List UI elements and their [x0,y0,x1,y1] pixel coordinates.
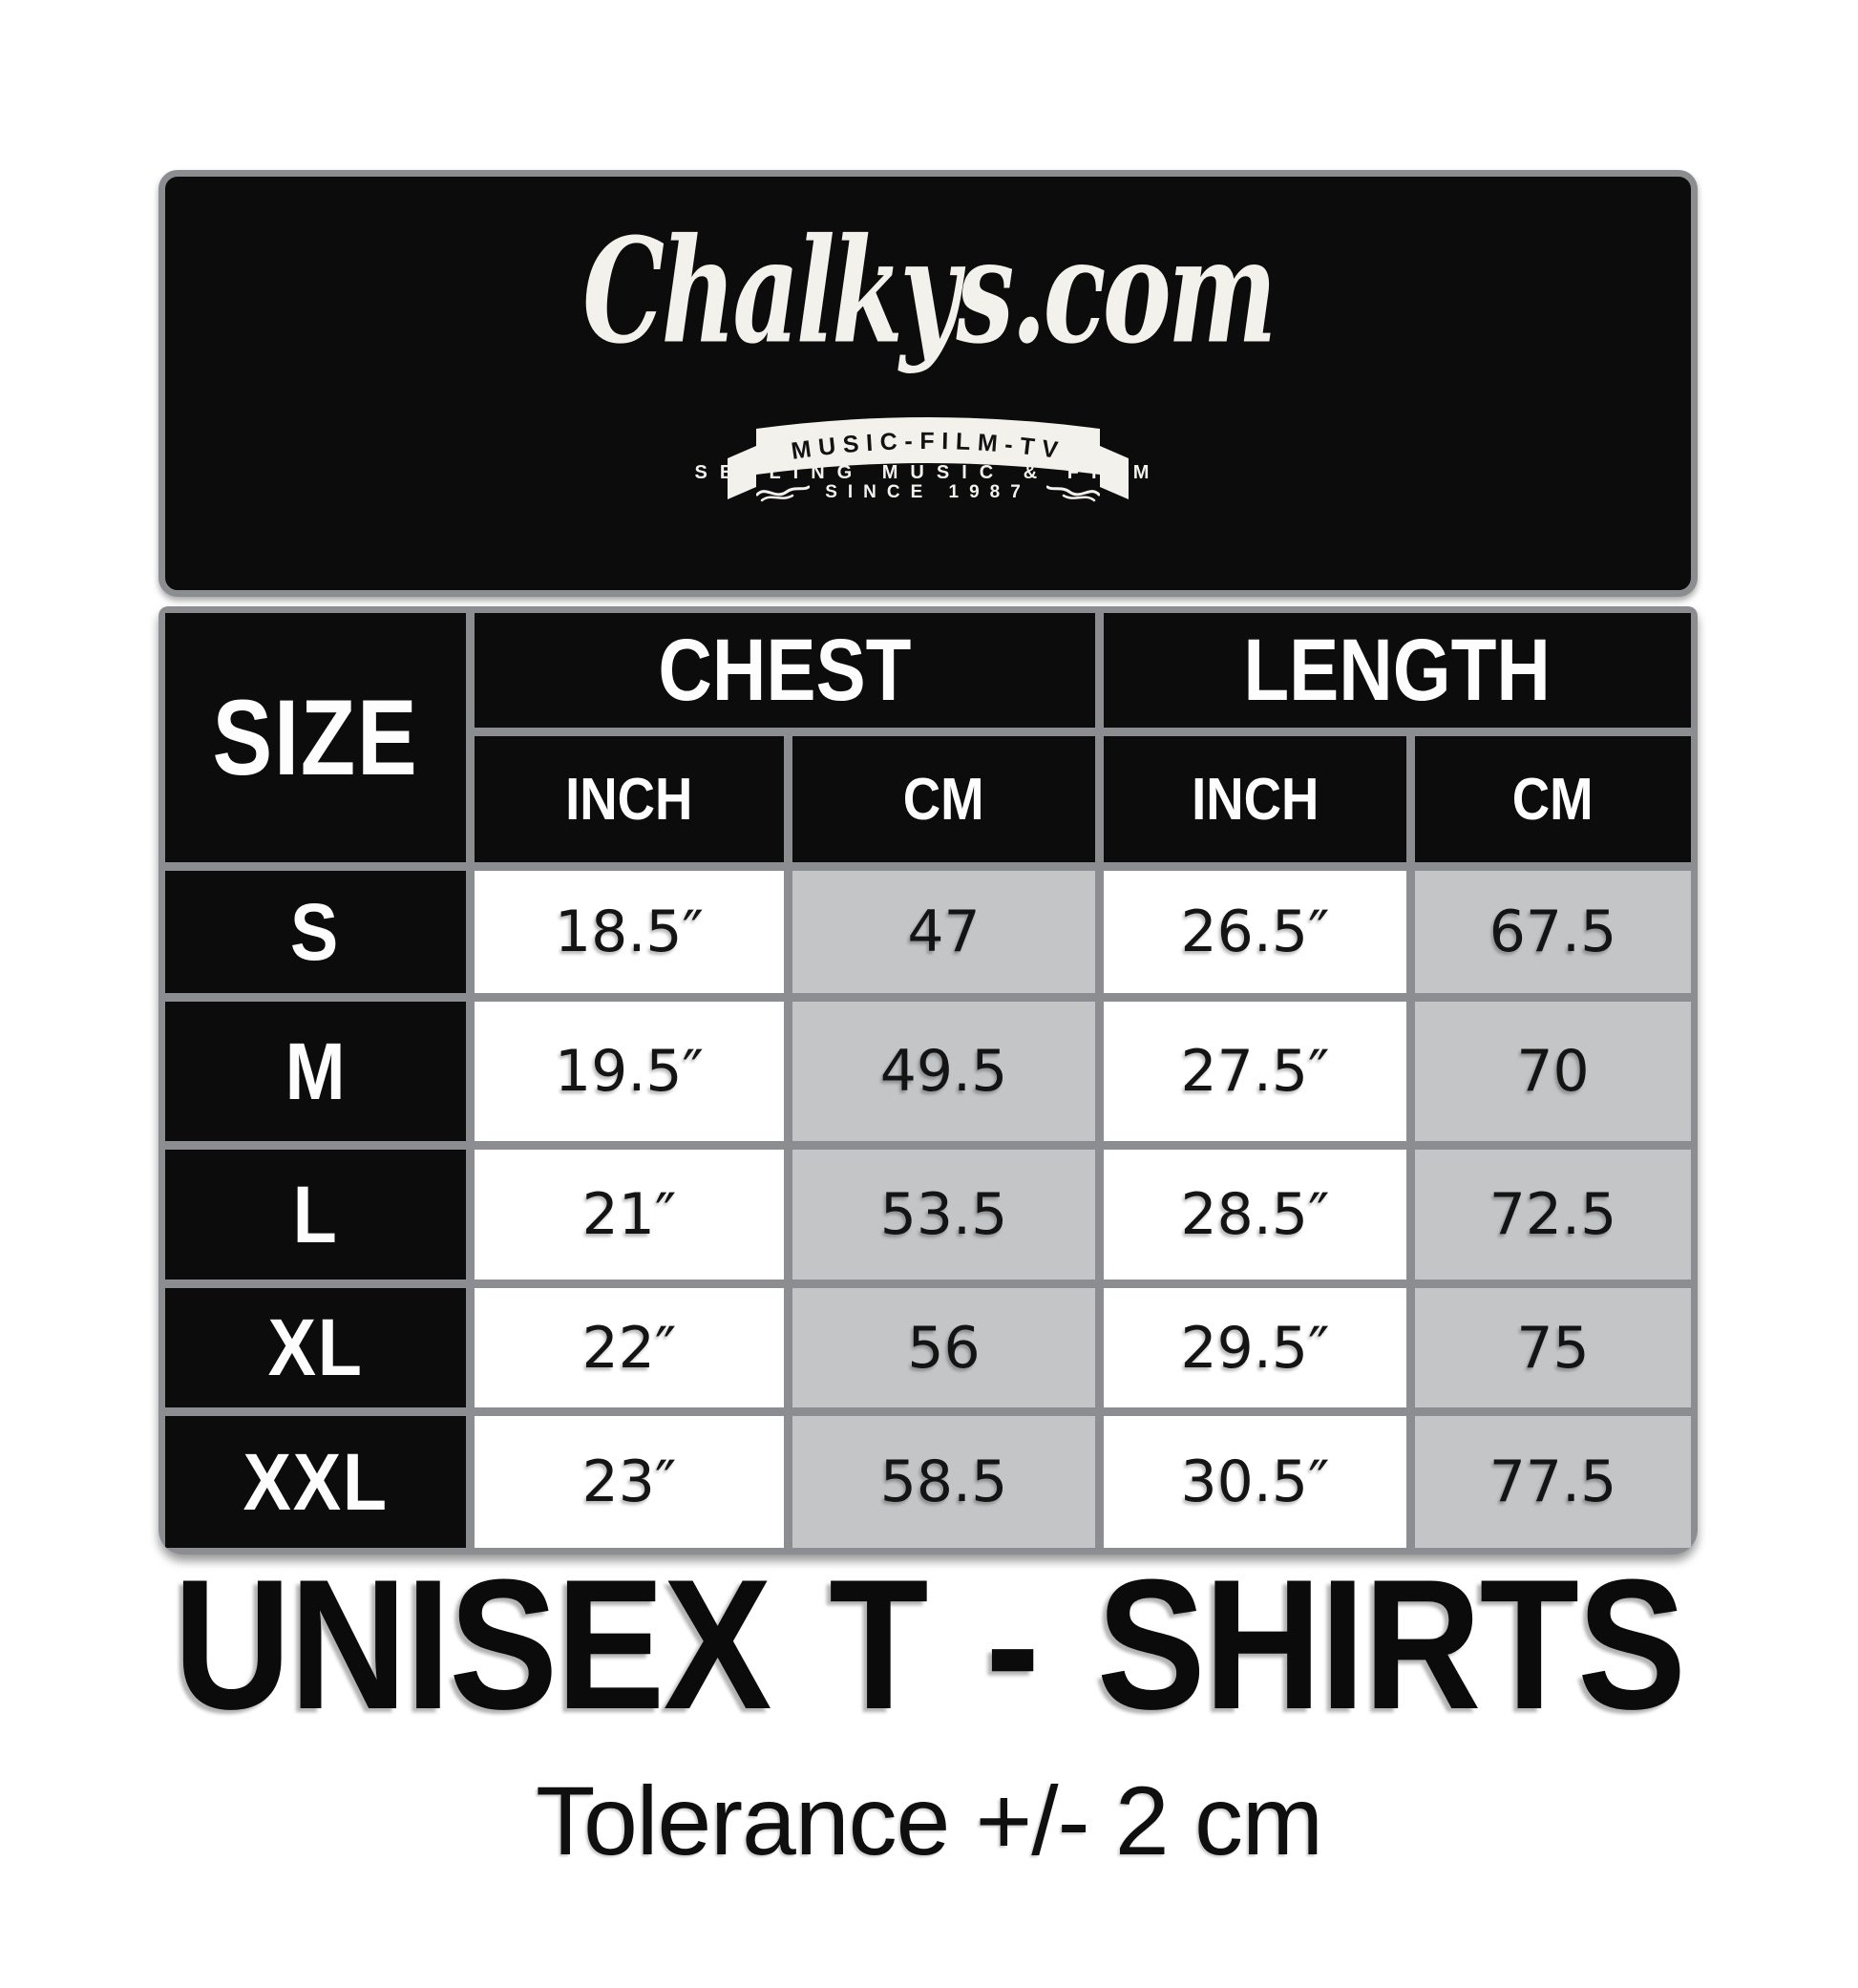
table-cell: 30.5″ [1104,1416,1406,1548]
chest-inch-value: 19.5″ [554,1038,704,1105]
chest-group-header-cell: CHEST [475,613,1095,728]
size-label: XL [267,1302,364,1392]
table-cell: 56 [792,1288,1095,1407]
chest-cm-value: 56 [907,1314,981,1382]
length-inch-value: 30.5″ [1180,1449,1330,1515]
size-label: XXL [243,1436,389,1527]
flourish-right-icon [1045,485,1100,502]
ribbon-tail-right-icon [1100,446,1129,499]
table-cell: 29.5″ [1104,1288,1406,1407]
table-cell: 67.5 [1415,871,1691,993]
size-table: SIZE CHEST LENGTH INCH CM INCH CM S 18.5… [158,606,1698,1554]
size-label: S [290,886,341,977]
table-row-size-cell: M [165,1002,466,1141]
table-cell: 18.5″ [475,871,784,993]
chest-cm-header-cell: CM [792,736,1095,862]
tolerance-note: Tolerance +/- 2 cm [536,1766,1323,1875]
flourish-left-icon [756,485,811,502]
length-group-header-cell: LENGTH [1104,613,1691,728]
length-inch-value: 29.5″ [1180,1314,1330,1382]
chest-cm-value: 58.5 [879,1449,1008,1515]
length-cm-value: 77.5 [1489,1449,1617,1515]
chest-inch-value: 18.5″ [554,899,704,965]
logo-banner: Chalkys.com MUSIC-FILM-TV SELLING MUSIC … [158,170,1698,597]
brand-logo: Chalkys.com [582,205,1277,376]
page-title: UNISEX T - SHIRTS [173,1541,1686,1748]
length-cm-value: 75 [1516,1314,1590,1382]
chest-header-label: CHEST [658,621,912,719]
length-inch-value: 26.5″ [1180,899,1330,965]
length-inch-header-cell: INCH [1104,736,1406,862]
table-cell: 75 [1415,1288,1691,1407]
table-cell: 19.5″ [475,1002,784,1141]
length-cm-header-label: CM [1512,766,1594,833]
size-header-label: SIZE [212,678,419,797]
chest-inch-value: 21″ [581,1181,677,1248]
ribbon-band-icon [756,417,1100,475]
length-cm-value: 72.5 [1489,1181,1617,1248]
length-cm-header-cell: CM [1415,736,1691,862]
since-text: SINCE 1987 [825,482,1031,502]
length-inch-value: 28.5″ [1180,1181,1330,1248]
table-cell: 27.5″ [1104,1002,1406,1141]
chest-cm-header-label: CM [903,766,984,833]
chest-cm-value: 49.5 [879,1038,1008,1105]
ribbon-banner: MUSIC-FILM-TV [728,417,1129,499]
table-cell: 49.5 [792,1002,1095,1141]
length-cm-value: 70 [1516,1038,1590,1105]
size-column-header-cell: SIZE [165,613,466,862]
chest-inch-value: 22″ [581,1314,677,1382]
table-row-size-cell: XL [165,1288,466,1407]
length-inch-header-label: INCH [1191,766,1320,833]
chest-cm-value: 47 [907,899,981,965]
table-cell: 77.5 [1415,1416,1691,1548]
table-cell: 21″ [475,1150,784,1280]
table-row-size-cell: L [165,1150,466,1280]
chest-inch-value: 23″ [581,1449,677,1515]
size-label: M [285,1026,347,1116]
table-cell: 72.5 [1415,1150,1691,1280]
table-cell: 70 [1415,1002,1691,1141]
chest-inch-header-label: INCH [565,766,693,833]
tagline-text: SELLING MUSIC & FILM [694,462,1162,483]
table-cell: 26.5″ [1104,871,1406,993]
length-header-label: LENGTH [1243,621,1552,719]
table-cell: 23″ [475,1416,784,1548]
table-cell: 22″ [475,1288,784,1407]
table-row-size-cell: XXL [165,1416,466,1548]
size-label: L [292,1169,339,1259]
length-inch-value: 27.5″ [1180,1038,1330,1105]
chest-cm-value: 53.5 [879,1181,1008,1248]
table-cell: 28.5″ [1104,1150,1406,1280]
table-cell: 58.5 [792,1416,1095,1548]
table-cell: 53.5 [792,1150,1095,1280]
since-row: SINCE 1987 [165,482,1691,503]
table-cell: 47 [792,871,1095,993]
chest-inch-header-cell: INCH [475,736,784,862]
ribbon-tail-left-icon [728,446,756,499]
table-row-size-cell: S [165,871,466,993]
length-cm-value: 67.5 [1489,899,1617,965]
